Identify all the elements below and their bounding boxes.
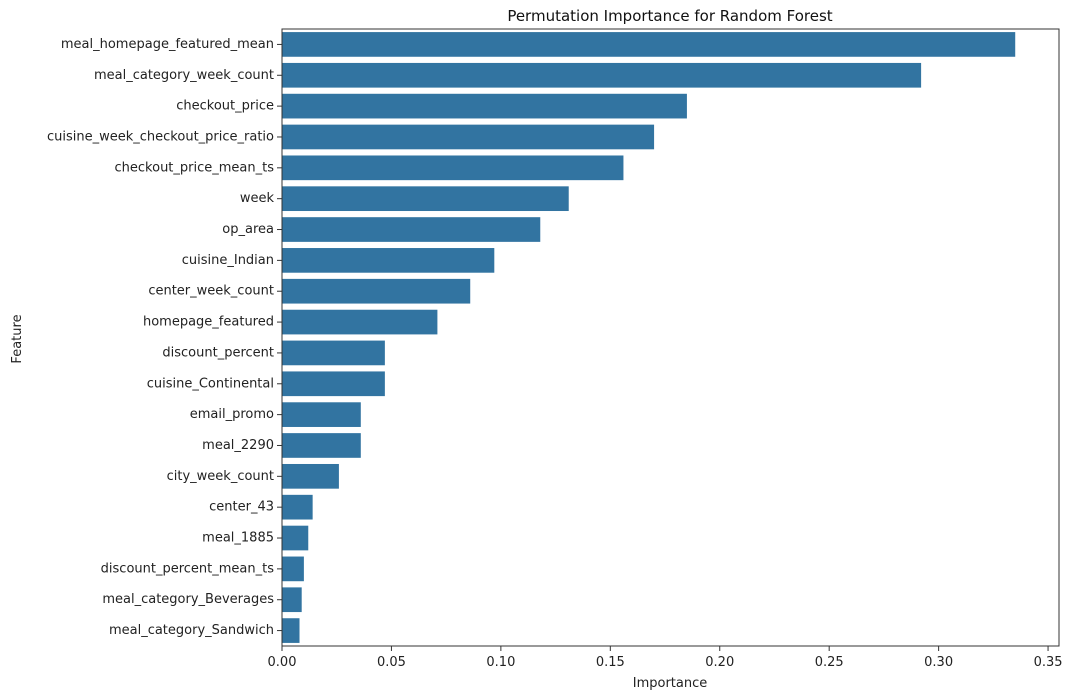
y-axis-label: Feature xyxy=(10,314,25,363)
x-tick-label: 0.00 xyxy=(268,655,297,670)
category-label: city_week_count xyxy=(167,469,274,484)
bar-checkout_price_mean_ts xyxy=(282,155,624,181)
category-label: checkout_price_mean_ts xyxy=(115,160,275,175)
category-label: cuisine_week_checkout_price_ratio xyxy=(47,129,274,144)
x-tick-label: 0.25 xyxy=(815,655,844,670)
bar-week xyxy=(282,186,569,212)
category-label: email_promo xyxy=(190,407,274,422)
category-label: discount_percent xyxy=(162,345,274,360)
category-label: homepage_featured xyxy=(143,315,274,330)
x-tick-label: 0.20 xyxy=(705,655,734,670)
bar-discount_percent xyxy=(282,340,385,366)
category-label: cuisine_Continental xyxy=(147,376,274,391)
x-tick-label: 0.30 xyxy=(924,655,953,670)
category-label: op_area xyxy=(222,222,274,237)
bar-cuisine_Indian xyxy=(282,248,495,273)
x-tick-label: 0.05 xyxy=(377,655,406,670)
category-label: center_43 xyxy=(209,500,274,515)
category-label: meal_category_Sandwich xyxy=(109,623,274,638)
x-tick-label: 0.10 xyxy=(486,655,515,670)
bar-center_43 xyxy=(282,494,313,520)
bar-cuisine_Continental xyxy=(282,371,385,397)
category-label: meal_category_Beverages xyxy=(102,592,274,607)
category-label: cuisine_Indian xyxy=(182,253,274,268)
bar-op_area xyxy=(282,217,541,242)
x-tick-label: 0.35 xyxy=(1034,655,1063,670)
category-label: meal_1885 xyxy=(202,531,274,546)
bar-discount_percent_mean_ts xyxy=(282,556,304,582)
bar-meal_1885 xyxy=(282,525,309,551)
bar-meal_category_week_count xyxy=(282,62,922,88)
category-label: week xyxy=(240,191,275,206)
chart-title: Permutation Importance for Random Forest xyxy=(507,7,832,25)
bar-homepage_featured xyxy=(282,309,438,335)
x-axis-ticks: 0.00 0.05 0.10 0.15 0.20 0.25 0.30 0.35 xyxy=(268,646,1063,670)
x-tick-label: 0.15 xyxy=(596,655,625,670)
bar-meal_category_Beverages xyxy=(282,587,302,613)
bar-center_week_count xyxy=(282,278,471,304)
category-label: meal_2290 xyxy=(202,438,274,453)
bar-cuisine_week_checkout_price_ratio xyxy=(282,124,655,150)
bar-email_promo xyxy=(282,402,361,427)
category-label: center_week_count xyxy=(148,284,274,299)
bar-checkout_price xyxy=(282,93,687,119)
category-label: meal_homepage_featured_mean xyxy=(61,37,274,52)
bar-city_week_count xyxy=(282,463,339,489)
category-label: discount_percent_mean_ts xyxy=(101,561,275,576)
plot-frame xyxy=(281,28,1060,647)
category-label: checkout_price xyxy=(176,99,274,114)
bars-group xyxy=(282,32,1016,643)
bar-meal_homepage_featured_mean xyxy=(282,32,1016,57)
bar-meal_category_Sandwich xyxy=(282,618,300,643)
category-labels: meal_homepage_featured_mean meal_category… xyxy=(47,37,282,638)
x-axis-label: Importance xyxy=(633,676,708,691)
category-label: meal_category_week_count xyxy=(94,68,274,83)
bar-meal_2290 xyxy=(282,433,361,458)
